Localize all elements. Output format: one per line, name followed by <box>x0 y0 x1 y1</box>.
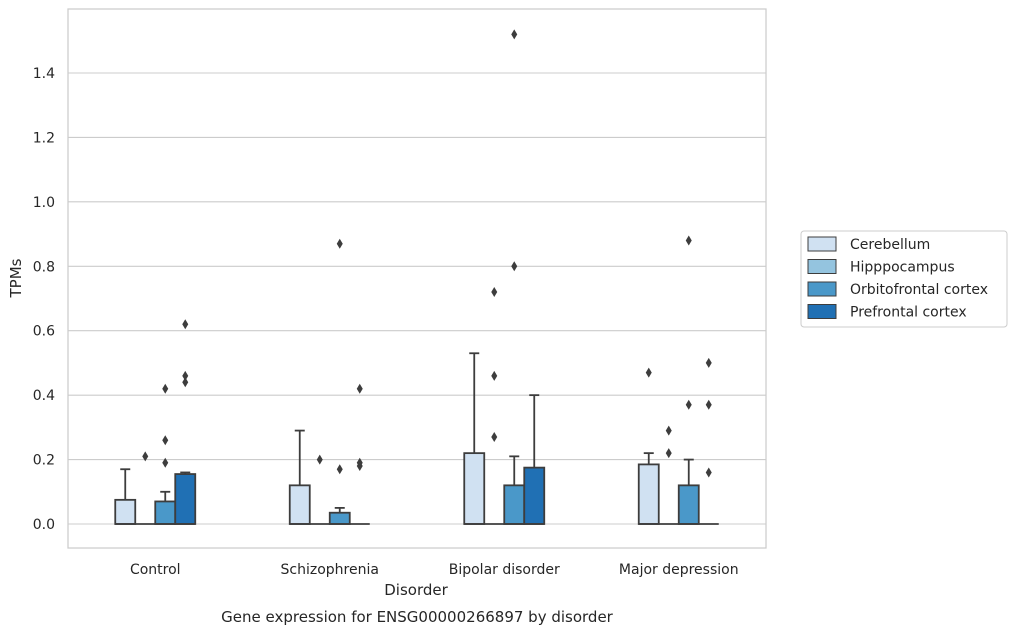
y-tick-label: 0.4 <box>33 388 55 404</box>
outlier-point <box>705 357 712 368</box>
legend-label: Prefrontal cortex <box>850 305 967 321</box>
outlier-point <box>182 370 189 381</box>
box-iqr <box>463 452 486 525</box>
x-axis-label: Disorder <box>384 581 448 599</box>
box-cerebellum <box>288 429 311 525</box>
box-iqr <box>288 484 311 525</box>
outlier-point <box>142 451 149 462</box>
outlier-point <box>162 457 169 468</box>
box-iqr <box>523 466 546 525</box>
y-tick-labels: 0.0 0.2 0.4 0.6 0.8 1.0 1.2 1.4 <box>33 66 55 533</box>
box-cerebellum <box>463 352 486 525</box>
outlier-point <box>705 467 712 478</box>
legend-swatch <box>807 281 837 297</box>
x-tick-label: Major depression <box>619 562 739 578</box>
box-iqr <box>677 484 700 525</box>
outlier-point <box>665 448 672 459</box>
box-iqr <box>154 500 177 525</box>
y-tick-label: 0.6 <box>33 324 55 340</box>
box-prefrontal-cortex <box>174 319 197 525</box>
legend-swatch <box>807 236 837 252</box>
outlier-point <box>685 235 692 246</box>
box-orbitofrontal-cortex <box>677 235 700 525</box>
box-orbitofrontal-cortex <box>503 29 526 525</box>
outlier-point <box>162 383 169 394</box>
box-prefrontal-cortex <box>523 394 546 525</box>
box-hipppocampus <box>309 454 330 525</box>
outlier-point <box>162 435 169 446</box>
box-cerebellum <box>114 468 137 525</box>
legend-swatch <box>807 259 837 274</box>
box-prefrontal-cortex <box>349 383 370 525</box>
x-tick-label: Control <box>130 562 181 578</box>
y-axis-label: TPMs <box>7 258 25 298</box>
outlier-point <box>511 261 518 272</box>
box-iqr <box>637 463 660 525</box>
outlier-point <box>356 457 363 468</box>
outlier-point <box>182 377 189 388</box>
outlier-point <box>705 399 712 410</box>
x-tick-label: Schizophrenia <box>281 562 379 578</box>
box-iqr <box>174 473 197 525</box>
box-groups <box>114 29 719 525</box>
legend: Cerebellum Hipppocampus Orbitofrontal cort… <box>800 230 1008 328</box>
box-hipppocampus <box>658 425 679 525</box>
y-tick-label: 0.8 <box>33 259 55 275</box>
legend-swatch <box>807 304 837 319</box>
figure-caption: Gene expression for ENSG00000266897 by d… <box>221 608 614 626</box>
legend-label: Orbitofrontal cortex <box>850 282 988 298</box>
legend-frame <box>800 230 1008 328</box>
box-hipppocampus <box>135 451 156 525</box>
outlier-point <box>665 425 672 436</box>
outlier-point <box>491 432 498 443</box>
outlier-point <box>182 319 189 330</box>
box-iqr <box>114 498 137 525</box>
outlier-point <box>491 287 498 298</box>
plot-frame <box>67 8 767 549</box>
x-tick-labels: Control Schizophrenia Bipolar disorder Majo… <box>130 562 739 578</box>
outlier-point <box>336 464 343 475</box>
box-iqr <box>328 511 351 525</box>
y-tick-label: 0.0 <box>33 517 55 533</box>
y-tick-label: 1.2 <box>33 130 55 146</box>
x-tick-label: Bipolar disorder <box>449 562 560 578</box>
legend-label: Hipppocampus <box>850 260 955 276</box>
box-orbitofrontal-cortex <box>154 383 177 525</box>
y-tick-label: 1.4 <box>33 66 55 82</box>
outlier-point <box>645 367 652 378</box>
box-prefrontal-cortex <box>698 357 719 525</box>
outlier-point <box>336 238 343 249</box>
box-cerebellum <box>637 367 660 525</box>
outlier-point <box>685 399 692 410</box>
outlier-point <box>316 454 323 465</box>
box-orbitofrontal-cortex <box>328 238 351 525</box>
y-tick-label: 1.0 <box>33 195 55 211</box>
outlier-point <box>356 383 363 394</box>
outlier-point <box>491 370 498 381</box>
legend-label: Cerebellum <box>850 237 930 253</box>
outlier-point <box>511 29 518 40</box>
y-tick-label: 0.2 <box>33 453 55 469</box>
box-hipppocampus <box>484 287 505 525</box>
box-iqr <box>503 484 526 525</box>
